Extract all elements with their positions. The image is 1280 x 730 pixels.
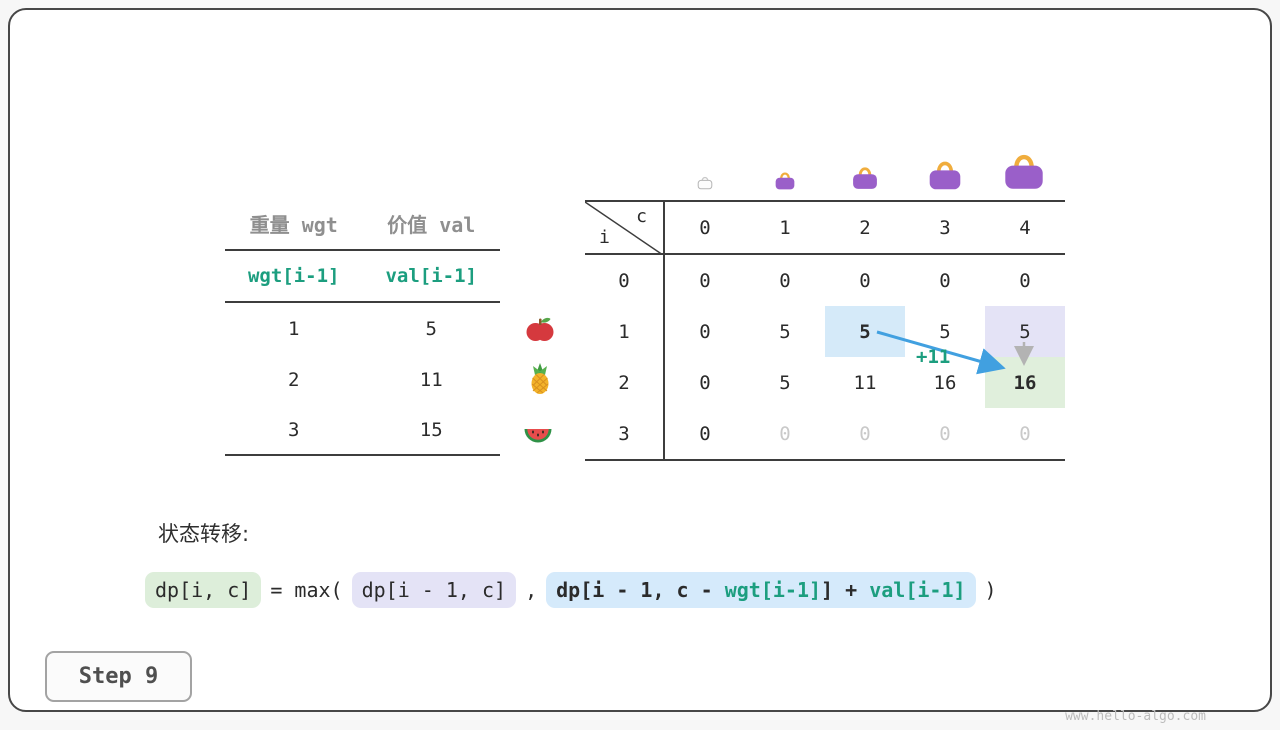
apple-icon: [524, 313, 556, 345]
items-table-formula-row: wgt[i-1] val[i-1]: [225, 251, 500, 303]
bag-icon-capacity-4: [1002, 148, 1046, 196]
dp-header-row: i c 0 1 2 3 4: [585, 202, 1065, 255]
item-1-weight: 1: [288, 317, 300, 340]
corner-c-label: c: [636, 206, 647, 227]
item-2-weight: 2: [288, 368, 300, 391]
watermelon-icon: [522, 416, 554, 448]
dp-row-header: 2: [585, 357, 665, 408]
bag-icon-capacity-1: [774, 169, 796, 195]
bag-icon-capacity-2: [851, 163, 879, 195]
dp-cell: 11: [853, 371, 877, 394]
dp-col-header: 4: [1019, 216, 1031, 239]
dp-cell: 0: [1019, 422, 1031, 445]
dp-row-0: 0 0 0 0 0 0: [585, 255, 1065, 306]
dp-cell: 0: [779, 422, 791, 445]
dp-cell: 16: [933, 371, 957, 394]
dp-cell-source-highlight: 5: [825, 306, 905, 357]
bag-icon-capacity-3: [927, 156, 963, 196]
formula-option-take: dp[i - 1, c - wgt[i-1]] + val[i-1]: [546, 572, 976, 608]
items-table-header-row: 重量 wgt 价值 val: [225, 198, 500, 251]
figure-frame: 重量 wgt 价值 val wgt[i-1] val[i-1] 1 5 2 11…: [8, 8, 1272, 724]
dp-col-header: 1: [779, 216, 791, 239]
state-transition-label: 状态转移:: [158, 522, 250, 546]
formula-wgt-token: wgt[i-1]: [724, 578, 822, 602]
dp-row-3: 3 0 0 0 0 0: [585, 408, 1065, 459]
dp-row-header: 1: [585, 306, 665, 357]
item-1-value: 5: [425, 317, 437, 340]
dp-row-1: 1 0 5 5 5 5: [585, 306, 1065, 357]
formula-eq-max: = max(: [270, 578, 343, 602]
dp-cell: 5: [779, 371, 791, 394]
formula-comma: ,: [525, 578, 538, 602]
dp-cell: 0: [699, 320, 711, 343]
state-transition-formula: dp[i, c] = max( dp[i - 1, c] , dp[i - 1,…: [145, 572, 997, 608]
wgt-formula-label: wgt[i-1]: [247, 265, 340, 287]
formula-close-paren: ): [984, 578, 997, 602]
dp-corner-cell: i c: [585, 202, 665, 255]
formula-val-token: val[i-1]: [869, 578, 966, 602]
corner-i-label: i: [599, 227, 610, 248]
val-formula-label: val[i-1]: [385, 265, 477, 287]
formula-take-part: ] +: [821, 578, 870, 602]
dp-table: i c 0 1 2 3 4 0 0 0 0 0 0 1 0 5 5 5 5 2: [585, 200, 1065, 461]
dp-col-header: 3: [939, 216, 951, 239]
dp-cell: 0: [859, 269, 871, 292]
dp-cell-current-highlight: 16: [985, 357, 1065, 408]
dp-cell: 0: [939, 269, 951, 292]
formula-take-part: dp[i - 1, c -: [556, 578, 725, 602]
dp-row-header: 3: [585, 408, 665, 459]
item-row-1: 1 5: [225, 303, 500, 354]
dp-cell: 5: [779, 320, 791, 343]
dp-cell: 0: [939, 422, 951, 445]
arrow-value-label: +11: [916, 346, 951, 368]
dp-cell: 0: [699, 371, 711, 394]
item-2-value: 11: [419, 368, 443, 391]
item-3-weight: 3: [288, 418, 300, 441]
formula-lhs: dp[i, c]: [145, 572, 262, 608]
item-3-value: 15: [419, 418, 443, 441]
step-indicator: Step 9: [45, 651, 192, 702]
dp-col-header: 2: [859, 216, 871, 239]
dp-cell: 0: [699, 422, 711, 445]
item-row-3: 3 15: [225, 405, 500, 456]
dp-cell-above-highlight: 5: [985, 306, 1065, 357]
dp-cell: 0: [1019, 269, 1031, 292]
pineapple-icon: [524, 363, 556, 395]
col-header-weight: 重量 wgt: [249, 213, 338, 237]
items-table: 重量 wgt 价值 val wgt[i-1] val[i-1] 1 5 2 11…: [225, 198, 500, 456]
dp-cell: 0: [779, 269, 791, 292]
dp-col-header: 0: [699, 216, 711, 239]
bag-icon-capacity-0: [697, 174, 713, 194]
watermark: www.hello-algo.com: [1065, 709, 1206, 724]
dp-row-2: 2 0 5 11 16 16: [585, 357, 1065, 408]
dp-row-header: 0: [585, 255, 665, 306]
col-header-value: 价值 val: [387, 213, 476, 237]
item-row-2: 2 11: [225, 354, 500, 405]
dp-cell: 0: [699, 269, 711, 292]
formula-option-keep: dp[i - 1, c]: [351, 572, 517, 608]
dp-cell: 0: [859, 422, 871, 445]
